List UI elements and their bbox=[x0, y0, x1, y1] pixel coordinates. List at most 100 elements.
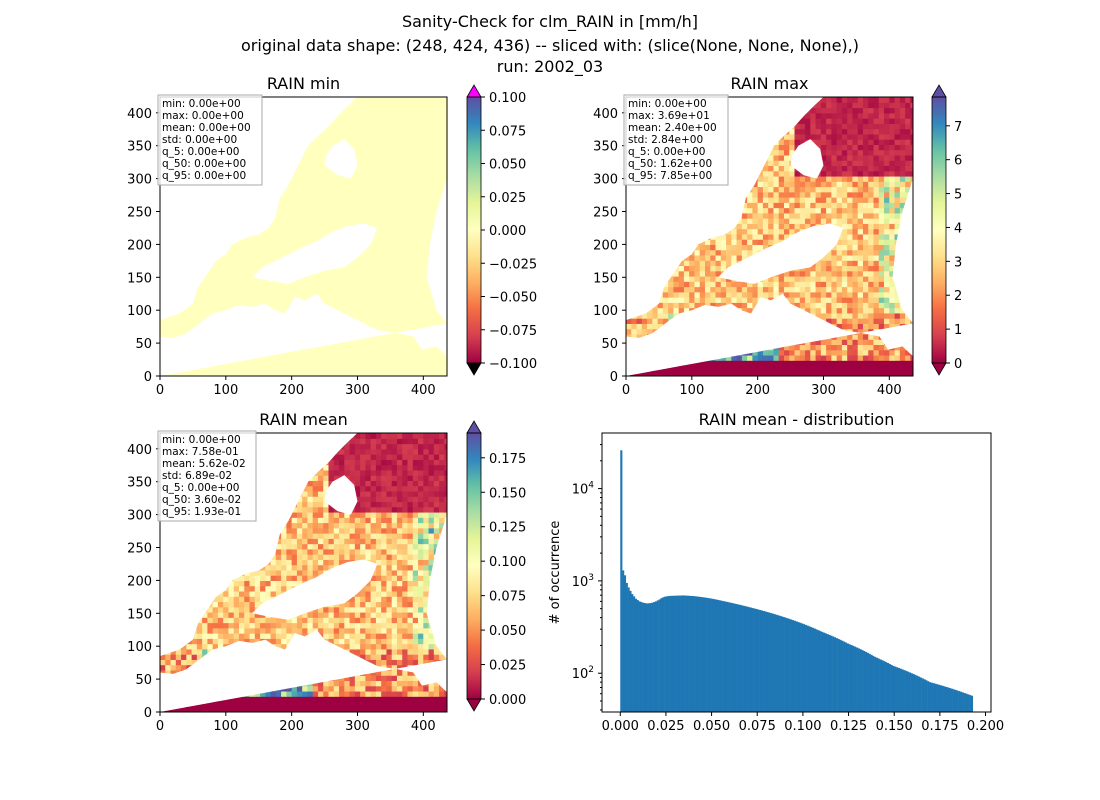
histogram-bar bbox=[662, 597, 665, 712]
histogram-bar bbox=[956, 690, 959, 712]
x-tick-label: 100 bbox=[213, 383, 238, 398]
sea-mask bbox=[252, 223, 378, 284]
stats-box bbox=[157, 94, 263, 186]
stats-line: q_50: 0.00e+00 bbox=[162, 158, 246, 170]
histogram-bar bbox=[930, 682, 933, 712]
histogram-bar bbox=[788, 618, 791, 712]
histogram-bar bbox=[689, 595, 692, 712]
histogram-bar bbox=[687, 595, 690, 712]
histogram-bar bbox=[627, 587, 630, 712]
y-tick-label: 50 bbox=[135, 337, 152, 352]
histogram-bar bbox=[961, 692, 964, 712]
panel-title: RAIN min bbox=[267, 74, 340, 93]
x-tick-label: 400 bbox=[877, 383, 902, 398]
colorbar: 0.000 0.025 0.050 0.075 0.100 0.125 0.150 0.175 bbox=[466, 420, 526, 712]
histogram-bar bbox=[726, 601, 729, 712]
histogram-bar bbox=[748, 607, 751, 712]
histogram-bar bbox=[833, 637, 837, 712]
histogram-bar bbox=[680, 595, 683, 712]
histogram-bar bbox=[854, 646, 857, 712]
histogram-bar bbox=[647, 603, 650, 712]
y-tick-label: 100 bbox=[593, 304, 618, 319]
x-tick-label: 0.100 bbox=[784, 719, 821, 734]
colorbar-gradient bbox=[932, 97, 946, 363]
colorbar-tick-label: 0.025 bbox=[489, 659, 526, 674]
colorbar-tick-label: 0.175 bbox=[489, 452, 526, 467]
y-tick-label: 350 bbox=[127, 140, 152, 155]
histogram-bar bbox=[965, 693, 968, 712]
colorbar-tick-label: −0.050 bbox=[489, 291, 537, 306]
histogram-bar bbox=[927, 681, 930, 712]
stats-line: std: 6.89e-02 bbox=[162, 470, 232, 482]
histogram-bar bbox=[766, 612, 769, 712]
histogram-bar bbox=[744, 606, 747, 712]
colorbar-tick-label: 0.050 bbox=[489, 158, 526, 173]
histogram-bar bbox=[675, 595, 678, 712]
stats-line: max: 0.00e+00 bbox=[162, 110, 244, 122]
histogram-bar bbox=[841, 640, 844, 712]
y-tick-label: 300 bbox=[127, 509, 152, 524]
histogram-bar bbox=[713, 599, 716, 712]
histogram-bar bbox=[762, 610, 765, 712]
histogram-bar bbox=[724, 601, 727, 712]
y-tick-exponent: 2 bbox=[588, 665, 594, 675]
histogram-bar bbox=[808, 626, 811, 712]
histogram-bar bbox=[706, 597, 709, 712]
histogram-bar bbox=[735, 603, 738, 712]
histogram-bar bbox=[773, 614, 776, 712]
stats-line: min: 0.00e+00 bbox=[162, 434, 241, 446]
histogram-bar bbox=[753, 608, 756, 712]
x-tick-label: 100 bbox=[213, 719, 238, 734]
y-tick-label: 150 bbox=[127, 607, 152, 622]
histogram-bar bbox=[620, 450, 623, 712]
colorbar: −0.100 −0.075 −0.050 −0.025 0.000 0.025 0.050 0… bbox=[466, 84, 537, 376]
histogram-bar bbox=[863, 651, 866, 712]
histogram-bar bbox=[954, 689, 957, 712]
histogram-bar bbox=[897, 667, 900, 712]
histogram-bar bbox=[737, 604, 740, 712]
histogram-bar bbox=[665, 596, 669, 712]
histogram-bar bbox=[777, 615, 780, 712]
histogram-bar bbox=[950, 688, 953, 712]
histogram-bar bbox=[912, 674, 915, 712]
histogram-bar bbox=[757, 609, 760, 712]
histogram-bar bbox=[720, 600, 723, 712]
x-tick-label: 0.200 bbox=[967, 719, 1004, 734]
histogram-bar bbox=[802, 624, 806, 712]
y-tick-label: 250 bbox=[593, 205, 618, 220]
x-tick-label: 400 bbox=[411, 719, 436, 734]
colorbar-gradient bbox=[467, 433, 481, 699]
histogram-bar bbox=[885, 662, 888, 712]
histogram-bar bbox=[813, 628, 816, 712]
histogram-bar bbox=[751, 608, 754, 712]
histogram-bar bbox=[828, 634, 831, 712]
histogram-bar bbox=[746, 606, 749, 712]
x-tick-label: 0 bbox=[156, 383, 164, 398]
histogram-bar bbox=[738, 604, 742, 712]
histogram-bar bbox=[640, 602, 643, 712]
x-tick-label: 0.075 bbox=[739, 719, 776, 734]
figure-title-line-2: original data shape: (248, 424, 436) -- … bbox=[241, 36, 859, 55]
histogram-bar bbox=[905, 670, 908, 712]
panel-title: RAIN max bbox=[730, 74, 808, 93]
histogram-bar bbox=[786, 618, 789, 712]
histogram-bar bbox=[970, 695, 974, 712]
sea-mask bbox=[324, 139, 358, 179]
histogram-bar bbox=[806, 625, 809, 712]
histogram-bar bbox=[718, 600, 722, 712]
histogram-bar bbox=[804, 624, 807, 712]
histogram-bar bbox=[892, 665, 895, 712]
histogram-bar bbox=[890, 664, 893, 712]
histogram-bar bbox=[917, 676, 921, 712]
histogram-bar bbox=[870, 654, 873, 712]
colorbar-tick-label: 5 bbox=[954, 188, 962, 203]
histogram-bar bbox=[760, 610, 764, 712]
histogram-bar bbox=[936, 684, 939, 712]
y-tick-label: 300 bbox=[127, 173, 152, 188]
histogram-bar bbox=[844, 642, 848, 712]
histogram-bar bbox=[644, 603, 647, 712]
histogram-bar bbox=[874, 656, 877, 712]
colorbar-tick-label: 1 bbox=[954, 323, 962, 338]
histogram-bar bbox=[653, 602, 656, 712]
